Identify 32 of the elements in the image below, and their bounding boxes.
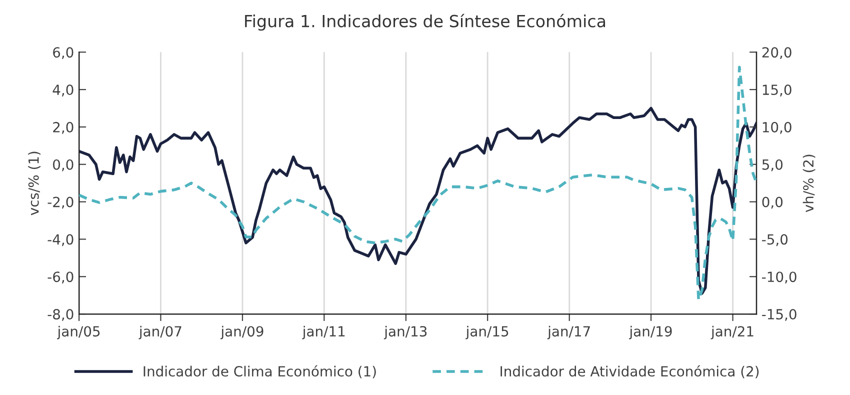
y2-tick-label: -5,0 (762, 234, 788, 246)
x-tick-label: jan/17 (547, 326, 590, 340)
y-tick-label: -8,0 (48, 308, 74, 321)
y-tick-label: 0,0 (53, 159, 74, 172)
y2-tick-label: 0,0 (762, 196, 783, 209)
x-tick-label: jan/05 (57, 326, 100, 340)
x-tick-label: jan/09 (220, 326, 264, 340)
y2-tick-label: 10,0 (762, 122, 792, 134)
legend-label: Indicador de Atividade Económica (2) (500, 365, 759, 378)
y2-axis-title: vh/% (2) (802, 154, 816, 212)
y2-tick-label: -10,0 (762, 272, 796, 284)
x-tick-label: jan/11 (302, 326, 345, 340)
y-tick-label: -2,0 (48, 196, 74, 209)
y-tick-label: -6,0 (48, 272, 74, 284)
x-tick-label: jan/19 (629, 326, 672, 340)
y-tick-label: 6,0 (53, 47, 74, 60)
y-tick-label: 2,0 (53, 122, 74, 134)
y2-tick-label: 20,0 (762, 47, 792, 60)
x-tick-label: jan/13 (384, 326, 427, 340)
x-tick-label: jan/15 (466, 326, 508, 340)
line-series (79, 106, 756, 295)
y2-tick-label: -15,0 (762, 308, 796, 321)
x-tick-label: jan/21 (710, 326, 754, 340)
y-tick-label: -4,0 (48, 234, 74, 246)
y-tick-label: 4,0 (52, 84, 74, 96)
y2-tick-label: 15,0 (762, 84, 792, 96)
line-series (79, 66, 756, 302)
x-tick-label: jan/07 (138, 326, 182, 340)
legend-label: Indicador de Clima Económico (1) (144, 365, 376, 378)
y2-tick-label: 5,0 (762, 159, 783, 172)
y-axis-title: vcs/% (1) (28, 152, 40, 216)
chart-title: Figura 1. Indicadores de Síntese Económica (245, 14, 606, 31)
